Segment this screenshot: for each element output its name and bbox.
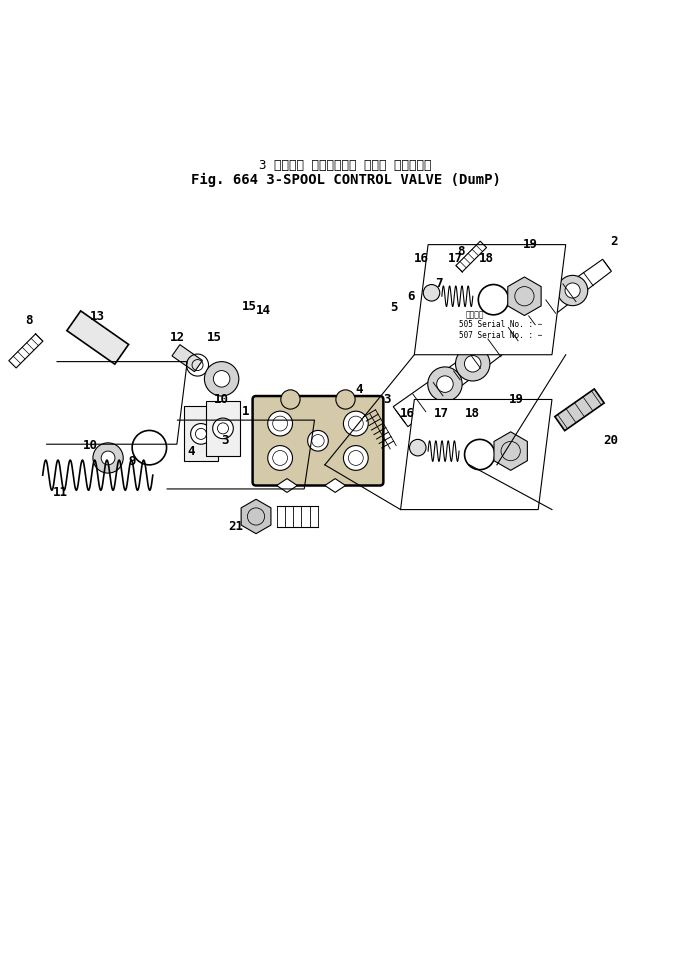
Polygon shape: [325, 479, 346, 492]
Text: 適用号機: 適用号機: [466, 310, 484, 318]
Polygon shape: [241, 499, 271, 534]
Text: 1: 1: [242, 405, 249, 418]
Text: 17: 17: [435, 407, 449, 419]
Polygon shape: [555, 389, 604, 431]
Circle shape: [213, 419, 234, 439]
Circle shape: [410, 440, 426, 456]
Polygon shape: [415, 245, 566, 354]
Text: Fig. 664 3-SPOOL CONTROL VALVE (DumP): Fig. 664 3-SPOOL CONTROL VALVE (DumP): [191, 173, 500, 186]
Text: 12: 12: [169, 331, 184, 344]
Text: 3 スプール コントロール バルブ （ダンプ）: 3 スプール コントロール バルブ （ダンプ）: [259, 158, 432, 172]
Text: 16: 16: [414, 251, 428, 265]
Circle shape: [307, 430, 328, 452]
Text: 14: 14: [256, 304, 270, 317]
Circle shape: [281, 389, 300, 409]
Circle shape: [455, 347, 490, 381]
Text: 3: 3: [383, 393, 390, 406]
Circle shape: [428, 367, 462, 401]
Polygon shape: [67, 311, 129, 364]
Circle shape: [267, 446, 292, 470]
Text: 11: 11: [53, 486, 68, 499]
Text: 3: 3: [221, 434, 229, 448]
Text: 5: 5: [390, 301, 397, 315]
Circle shape: [533, 309, 545, 321]
Text: 16: 16: [400, 407, 415, 419]
Text: 20: 20: [603, 434, 618, 448]
Text: 21: 21: [228, 520, 243, 533]
Text: 505 Serial No. : ∼: 505 Serial No. : ∼: [459, 320, 542, 329]
Text: 7: 7: [435, 278, 442, 290]
Polygon shape: [276, 479, 297, 492]
Text: 19: 19: [509, 393, 524, 406]
Circle shape: [336, 389, 355, 409]
Text: 6: 6: [407, 289, 415, 303]
Polygon shape: [494, 432, 527, 470]
Text: 10: 10: [214, 393, 229, 406]
Circle shape: [93, 443, 123, 473]
Text: 15: 15: [242, 300, 256, 313]
Circle shape: [343, 411, 368, 436]
Circle shape: [205, 361, 239, 396]
Polygon shape: [401, 399, 552, 510]
Text: 18: 18: [465, 407, 480, 419]
Circle shape: [424, 285, 439, 301]
Text: 8: 8: [25, 314, 32, 327]
Polygon shape: [184, 406, 218, 461]
Circle shape: [527, 303, 551, 327]
Text: 15: 15: [207, 331, 223, 344]
Circle shape: [267, 411, 292, 436]
Circle shape: [498, 321, 525, 349]
Text: 10: 10: [84, 439, 98, 452]
Circle shape: [343, 446, 368, 470]
Text: 507 Serial No. : ∼: 507 Serial No. : ∼: [459, 330, 542, 340]
Polygon shape: [172, 345, 202, 372]
Circle shape: [565, 283, 580, 298]
Text: 8: 8: [457, 245, 465, 258]
Polygon shape: [508, 277, 541, 316]
Circle shape: [437, 376, 453, 392]
Text: 9: 9: [129, 454, 136, 468]
Circle shape: [214, 371, 230, 387]
Text: 17: 17: [448, 251, 463, 265]
FancyBboxPatch shape: [253, 396, 384, 486]
Text: 2: 2: [610, 235, 618, 248]
Circle shape: [191, 423, 211, 444]
Circle shape: [101, 452, 115, 465]
Text: 19: 19: [522, 238, 538, 251]
Text: 18: 18: [479, 251, 494, 265]
Text: 4: 4: [187, 445, 194, 457]
Circle shape: [504, 328, 518, 342]
Polygon shape: [206, 401, 240, 456]
Circle shape: [558, 276, 588, 306]
Circle shape: [464, 355, 481, 372]
Text: 13: 13: [91, 311, 105, 323]
Text: 4: 4: [355, 383, 363, 395]
